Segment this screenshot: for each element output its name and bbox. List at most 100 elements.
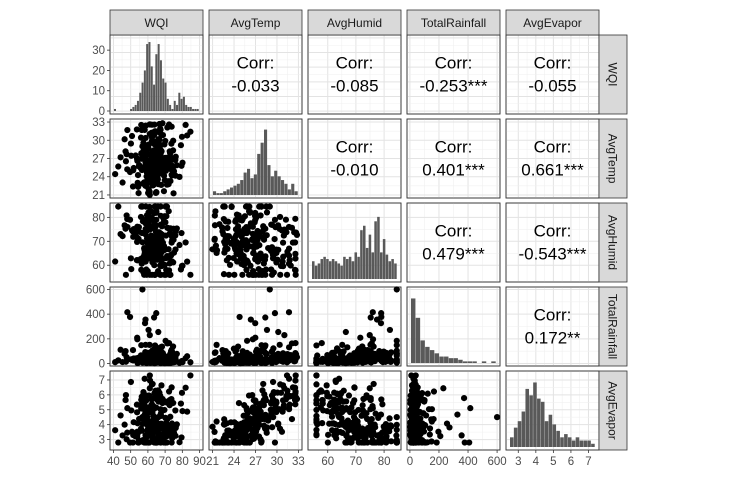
histogram-bar [388,261,392,279]
scatter-point [250,249,257,256]
scatter-point [458,432,465,439]
scatter-point [335,375,343,382]
strip-top-avgevapor [505,9,600,36]
x-tick-label: 5 [550,456,556,468]
scatter-point [280,232,287,239]
scatter-point [143,419,150,426]
histogram-bar [510,437,514,447]
scatter-point [138,121,145,129]
strip-right-label: AvgEvapor [606,381,620,439]
histogram-bar [587,440,591,447]
histogram-bar [162,78,165,111]
panel-avgtemp-totalrainfall [406,118,501,199]
scatter-point [220,350,227,357]
scatter-point [232,233,239,240]
histogram-bar [377,216,380,279]
scatter-point [279,263,287,270]
histogram-bar [157,44,160,111]
scatter-point [236,313,243,321]
scatter-point [141,320,149,327]
scatter-point [178,133,186,140]
scatter-point [275,420,282,427]
histogram-bar [394,263,397,279]
histogram-bar [491,361,496,363]
correlation-value: -0.543*** [518,245,586,264]
scatter-avgevapor-vs-avgtemp [209,372,301,446]
histogram-bar [567,437,572,447]
scatter-point [182,121,189,128]
y-tick-label: 5 [99,405,105,417]
scatter-point [134,334,141,341]
scatter-point [276,341,283,348]
scatter-point [142,203,149,210]
scatter-point [263,232,270,239]
scatter-point [275,328,282,336]
scatter-point [122,391,130,399]
scatter-point [138,266,145,273]
scatter-point [149,182,156,189]
scatter-point [424,390,431,397]
scatter-point [148,129,155,136]
scatter-point [252,256,259,263]
scatter-point [331,405,338,412]
scatter-point [324,439,331,446]
scatter-point [122,148,129,155]
histogram-bar [481,361,487,363]
correlation-value: 0.172** [525,329,581,348]
scatter-point [153,310,160,317]
scatter-point [243,439,251,446]
scatter-point [168,348,176,355]
scatter-point [220,436,227,444]
scatter-point [128,356,135,363]
scatter-point [150,412,157,419]
scatter-point [122,158,130,165]
panel-background [505,202,600,283]
panel-border [406,370,501,451]
histogram-bar [329,261,332,279]
scatter-avgtemp-vs-wqi [112,120,194,199]
histogram-bar [294,191,298,195]
scatter-point [292,372,299,379]
scatter-point [224,245,231,252]
correlation-avghumid-totalrainfall: Corr: 0.479*** [422,222,485,264]
scatter-point [117,154,124,161]
scatter-point [148,381,156,388]
scatter-point [152,203,159,210]
scatter-point [255,417,262,424]
scatter-point [240,430,247,437]
scatter-point [361,439,368,446]
scatter-point [178,229,185,237]
scatter-point [149,435,156,442]
scatter-point [232,428,239,435]
scatter-point [338,390,345,397]
x-tick-label: 40 [107,456,120,468]
scatter-point [166,148,173,155]
scatter-point [220,203,227,210]
scatter-point [230,356,237,363]
scatter-point [354,418,361,425]
scatter-point [366,332,373,339]
histogram-bar [320,259,324,279]
scatter-point [370,380,377,388]
scatter-point [163,154,171,162]
scatter-point [187,271,194,278]
scatter-point [140,391,147,398]
scatter-point [407,392,414,399]
scatter-point [115,439,122,446]
panel-border [208,286,303,367]
scatter-point [122,225,129,232]
scatter-point [268,266,275,273]
scatter-point [252,209,259,217]
scatter-point [313,381,320,388]
scatter-point [141,126,148,134]
panel-avgtemp-avgevapor [505,118,600,199]
panel-border [406,118,501,199]
scatter-point [262,253,269,260]
scatter-point [285,375,293,382]
scatter-point [258,342,265,349]
y-tick-label: 7 [99,375,105,387]
scatter-point [282,216,290,223]
histogram-bar [114,108,116,111]
panel-wqi-avgevapor [505,34,600,115]
scatter-point [279,258,286,265]
